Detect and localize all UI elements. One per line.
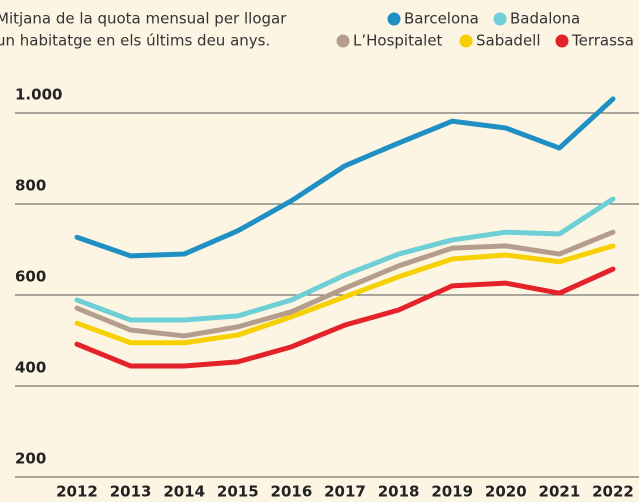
x-tick-label: 2016 <box>271 483 313 501</box>
x-tick-label: 2017 <box>324 483 366 501</box>
legend-label: Terrassa <box>571 32 634 50</box>
legend-marker <box>493 12 507 26</box>
x-tick-label: 2012 <box>56 483 98 501</box>
series-line <box>74 96 616 259</box>
legend-label: Barcelona <box>404 10 479 28</box>
x-tick-label: 2021 <box>539 483 581 501</box>
x-tick-label: 2014 <box>163 483 205 501</box>
legend-marker <box>459 34 473 48</box>
x-tick-label: 2015 <box>217 483 259 501</box>
x-tick-label: 2013 <box>110 483 152 501</box>
x-tick-label: 2019 <box>431 483 473 501</box>
series-line <box>74 196 616 323</box>
x-tick-label: 2020 <box>485 483 527 501</box>
legend-label: Badalona <box>510 10 580 28</box>
y-tick-label: 800 <box>15 177 46 195</box>
x-tick-label: 2018 <box>378 483 420 501</box>
legend-label: L’Hospitalet <box>353 32 443 50</box>
x-tick-label: 2022 <box>592 483 634 501</box>
y-tick-label: 1.000 <box>15 86 62 104</box>
subtitle: un habitatge en els últims deu anys. <box>0 32 270 50</box>
legend-label: Sabadell <box>476 32 541 50</box>
legend-marker <box>387 12 401 26</box>
series-line <box>74 266 616 369</box>
y-tick-label: 600 <box>15 268 46 286</box>
legend-marker <box>336 34 350 48</box>
y-tick-label: 400 <box>15 359 46 377</box>
series-line <box>74 243 616 346</box>
legend-marker <box>555 34 569 48</box>
y-tick-label: 200 <box>15 450 46 468</box>
series-line <box>74 229 616 339</box>
subtitle: Mitjana de la quota mensual per llogar <box>0 10 287 28</box>
